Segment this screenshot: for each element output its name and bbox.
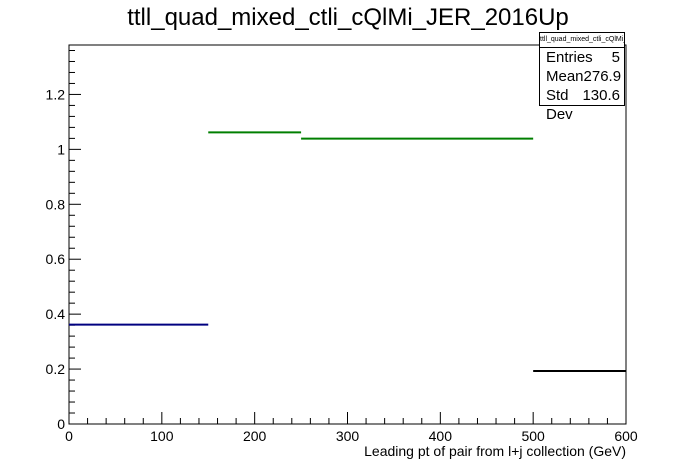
x-tick-label: 200 xyxy=(243,428,267,444)
x-tick-label: 500 xyxy=(521,428,545,444)
y-tick-label: 0.4 xyxy=(46,306,66,322)
x-tick-label: 300 xyxy=(336,428,360,444)
y-tick-label: 0.6 xyxy=(46,251,66,267)
stats-std-value: 130.6 xyxy=(582,87,620,104)
chart-title: ttll_quad_mixed_ctli_cQlMi_JER_2016Up xyxy=(127,4,569,31)
x-tick-label: 100 xyxy=(150,428,174,444)
x-tick-label: 600 xyxy=(614,428,638,444)
stats-mean-row: Mean 276.9 xyxy=(540,67,624,86)
stats-std-row: Std Dev 130.6 xyxy=(540,86,624,123)
stats-entries-label: Entries xyxy=(546,49,593,66)
stats-box: ttll_quad_mixed_ctli_cQlMi_JER_2016Up En… xyxy=(539,32,625,123)
y-tick-label: 1 xyxy=(57,141,65,157)
stats-entries-value: 5 xyxy=(611,49,620,66)
stats-entries-row: Entries 5 xyxy=(540,48,624,67)
y-tick-label: 0.8 xyxy=(46,196,66,212)
stats-box-title: ttll_quad_mixed_ctli_cQlMi_JER_2016Up xyxy=(540,33,624,48)
y-tick-label: 1.2 xyxy=(46,86,66,102)
y-tick-label: 0.2 xyxy=(46,361,66,377)
stats-std-label: Std Dev xyxy=(546,87,573,123)
x-tick-label: 0 xyxy=(65,428,73,444)
x-tick-label: 400 xyxy=(429,428,453,444)
y-tick-label: 0 xyxy=(57,416,65,432)
x-axis-title: Leading pt of pair from l+j collection (… xyxy=(364,443,626,459)
stats-mean-value: 276.9 xyxy=(583,68,622,85)
stats-mean-label: Mean xyxy=(546,68,584,85)
